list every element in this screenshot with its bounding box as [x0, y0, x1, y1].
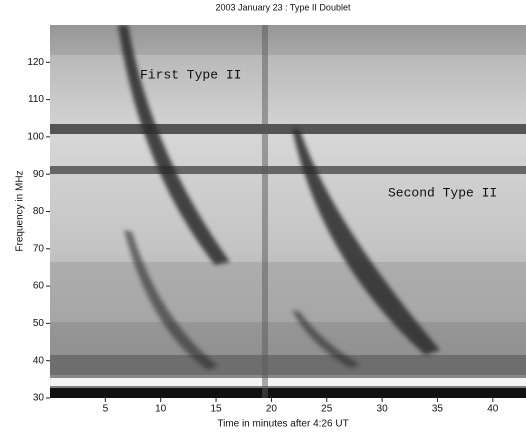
annotation: First Type II — [140, 67, 241, 82]
y-tick-label: 110 — [28, 94, 44, 105]
y-tick-label: 60 — [33, 281, 45, 292]
x-tick-label: 25 — [321, 404, 333, 415]
y-axis-label: Frequency in MHz — [15, 170, 26, 251]
x-tick-label: 40 — [487, 404, 499, 415]
y-tick-label: 50 — [33, 318, 45, 329]
x-tick-label: 35 — [432, 404, 444, 415]
y-tick-label: 40 — [33, 355, 45, 366]
x-tick-label: 15 — [210, 404, 222, 415]
x-tick-label: 30 — [377, 404, 389, 415]
x-axis-label: Time in minutes after 4:26 UT — [217, 419, 348, 430]
annotation: Second Type II — [388, 185, 497, 200]
y-tick-label: 90 — [33, 169, 45, 180]
x-tick-label: 5 — [103, 404, 109, 415]
spectrogram — [50, 25, 526, 398]
y-tick-label: 100 — [27, 132, 44, 143]
y-tick-label: 80 — [33, 206, 45, 217]
x-tick-label: 20 — [266, 404, 278, 415]
x-tick-label: 10 — [155, 404, 167, 415]
y-tick-label: 120 — [27, 57, 44, 68]
y-tick-label: 70 — [33, 243, 45, 254]
y-tick-label: 30 — [33, 393, 45, 404]
chart-title: 2003 January 23 : Type II Doublet — [216, 2, 351, 12]
